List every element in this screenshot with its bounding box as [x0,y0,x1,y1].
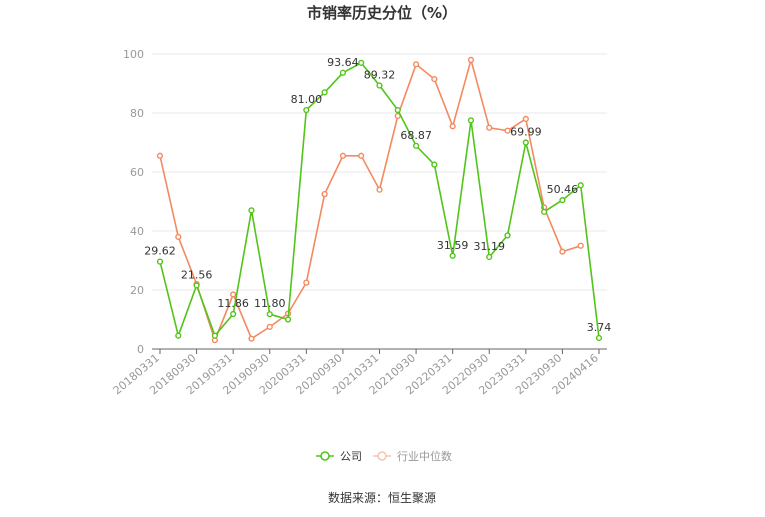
data-label: 29.62 [144,245,176,258]
data-labels: 29.62 21.56 11.86 11.80 81.00 93.64 89.32 68.87… [144,56,611,334]
grid [152,53,607,291]
data-point[interactable] [431,75,438,83]
data-point[interactable] [376,82,383,89]
data-point[interactable] [449,252,456,259]
data-point[interactable] [156,152,164,159]
data-label: 11.86 [217,297,249,310]
y-axis: 0 20 40 60 80 100 [123,48,144,356]
y-tick-label: 40 [130,225,144,238]
data-point[interactable] [248,207,255,214]
data-label: 89.32 [364,69,396,82]
series-company [156,59,603,342]
y-tick-label: 0 [137,343,144,356]
legend-label: 行业中位数 [397,449,452,463]
data-point[interactable] [467,117,475,124]
data-point[interactable] [376,186,383,193]
series-line [159,56,581,343]
data-point[interactable] [412,142,420,149]
y-tick-label: 20 [130,284,144,297]
legend-item-company[interactable]: 公司 [316,450,362,463]
data-label: 31.59 [437,239,469,252]
data-point[interactable] [504,232,511,239]
data-point[interactable] [467,56,475,64]
chart-title: 市销率历史分位（%） [307,4,457,22]
data-point[interactable] [175,332,182,339]
data-label: 31.19 [474,240,506,253]
data-point[interactable] [284,316,292,323]
data-point[interactable] [559,197,566,204]
data-point[interactable] [211,332,218,339]
data-label: 50.46 [547,183,579,196]
data-point[interactable] [321,191,328,198]
data-point[interactable] [193,282,200,289]
series-layer [156,56,603,344]
data-point[interactable] [431,161,438,168]
data-point[interactable] [266,311,273,318]
legend-marker-icon [320,451,330,461]
data-point[interactable] [248,335,255,342]
data-point[interactable] [156,258,164,265]
y-tick-label: 100 [123,48,144,61]
data-point[interactable] [321,89,328,96]
data-point[interactable] [577,242,584,249]
data-point[interactable] [522,115,529,123]
data-point[interactable] [486,253,493,261]
data-point[interactable] [577,182,584,189]
data-point[interactable] [175,233,182,241]
data-label: 69.99 [510,126,542,139]
data-label: 68.87 [400,129,432,142]
data-point[interactable] [449,123,456,130]
data-point[interactable] [266,323,273,330]
data-label: 21.56 [181,268,213,281]
data-point[interactable] [303,279,310,286]
data-point[interactable] [504,127,511,134]
x-axis: 2018033120180930201903312019093020200331… [111,348,607,397]
data-point[interactable] [541,208,548,215]
data-label: 3.74 [587,321,612,334]
data-point[interactable] [303,106,310,114]
data-point[interactable] [339,152,347,159]
data-point[interactable] [394,106,401,114]
data-point[interactable] [358,152,365,159]
data-point[interactable] [486,124,493,131]
data-label: 93.64 [327,56,359,69]
data-label: 81.00 [291,93,323,106]
data-point[interactable] [412,61,420,68]
data-point[interactable] [522,139,529,146]
legend-item-industry-median[interactable]: 行业中位数 [373,449,452,463]
y-tick-label: 80 [130,107,144,120]
data-label: 11.80 [254,297,286,310]
data-point[interactable] [358,59,365,66]
data-point[interactable] [559,248,566,255]
legend-marker-icon [377,451,387,461]
legend: 公司 行业中位数 [316,449,452,463]
y-tick-label: 60 [130,166,144,179]
data-point[interactable] [595,334,603,342]
data-point[interactable] [230,310,237,318]
legend-label: 公司 [340,450,362,463]
data-point[interactable] [339,69,347,76]
data-point[interactable] [230,291,237,298]
data-source: 数据来源：恒生聚源 [328,490,436,505]
